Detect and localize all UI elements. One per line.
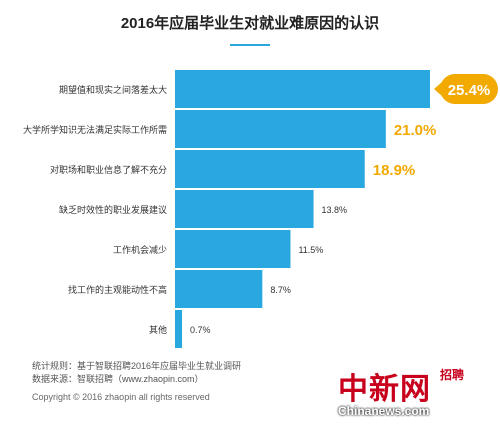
watermark-sub: 招聘: [440, 368, 465, 382]
category-label: 大学所学知识无法满足实际工作所需: [23, 124, 167, 135]
bar: [175, 110, 386, 148]
bar: [175, 230, 291, 268]
value-label: 25.4%: [448, 82, 491, 99]
callout-bubble: [440, 74, 498, 104]
value-label: 0.7%: [190, 325, 211, 335]
category-label: 工作机会减少: [113, 244, 167, 255]
watermark-logo: 中新网: [338, 372, 431, 407]
bar: [175, 190, 314, 228]
category-label: 对职场和职业信息了解不充分: [50, 164, 167, 175]
title-underline: [230, 44, 270, 46]
category-label: 期望值和现实之间落差太大: [59, 84, 167, 95]
value-label: 11.5%: [298, 245, 323, 255]
value-label: 8.7%: [270, 285, 291, 295]
bar-chart: 期望值和现实之间落差太大 25.4% 大学所学知识无法满足实际工作所需 21.0% 对职…: [23, 70, 498, 348]
bar: [175, 310, 183, 348]
category-label: 找工作的主观能动性不高: [68, 284, 167, 295]
category-label: 缺乏时效性的职业发展建议: [59, 204, 167, 215]
note-rule: 统计规则：基于智联招聘2016年应届毕业生就业调研: [32, 361, 242, 371]
source-notes: 统计规则：基于智联招聘2016年应届毕业生就业调研 数据来源：智联招聘（www.…: [32, 360, 241, 386]
bar: [175, 270, 263, 308]
watermark-site: Chinanews.com: [338, 404, 430, 418]
bar: [175, 70, 430, 108]
copyright-text: Copyright © 2016 zhaopin all rights rese…: [32, 392, 210, 402]
category-label: 其他: [149, 324, 167, 335]
value-label: 18.9%: [373, 162, 416, 179]
value-label: 21.0%: [394, 122, 437, 139]
bar: [175, 150, 365, 188]
chart-title: 2016年应届毕业生对就业难原因的认识: [120, 15, 380, 32]
note-source: 数据来源：智联招聘（www.zhaopin.com）: [32, 374, 204, 384]
callout-pointer: [434, 82, 442, 96]
value-label: 13.8%: [322, 205, 348, 215]
